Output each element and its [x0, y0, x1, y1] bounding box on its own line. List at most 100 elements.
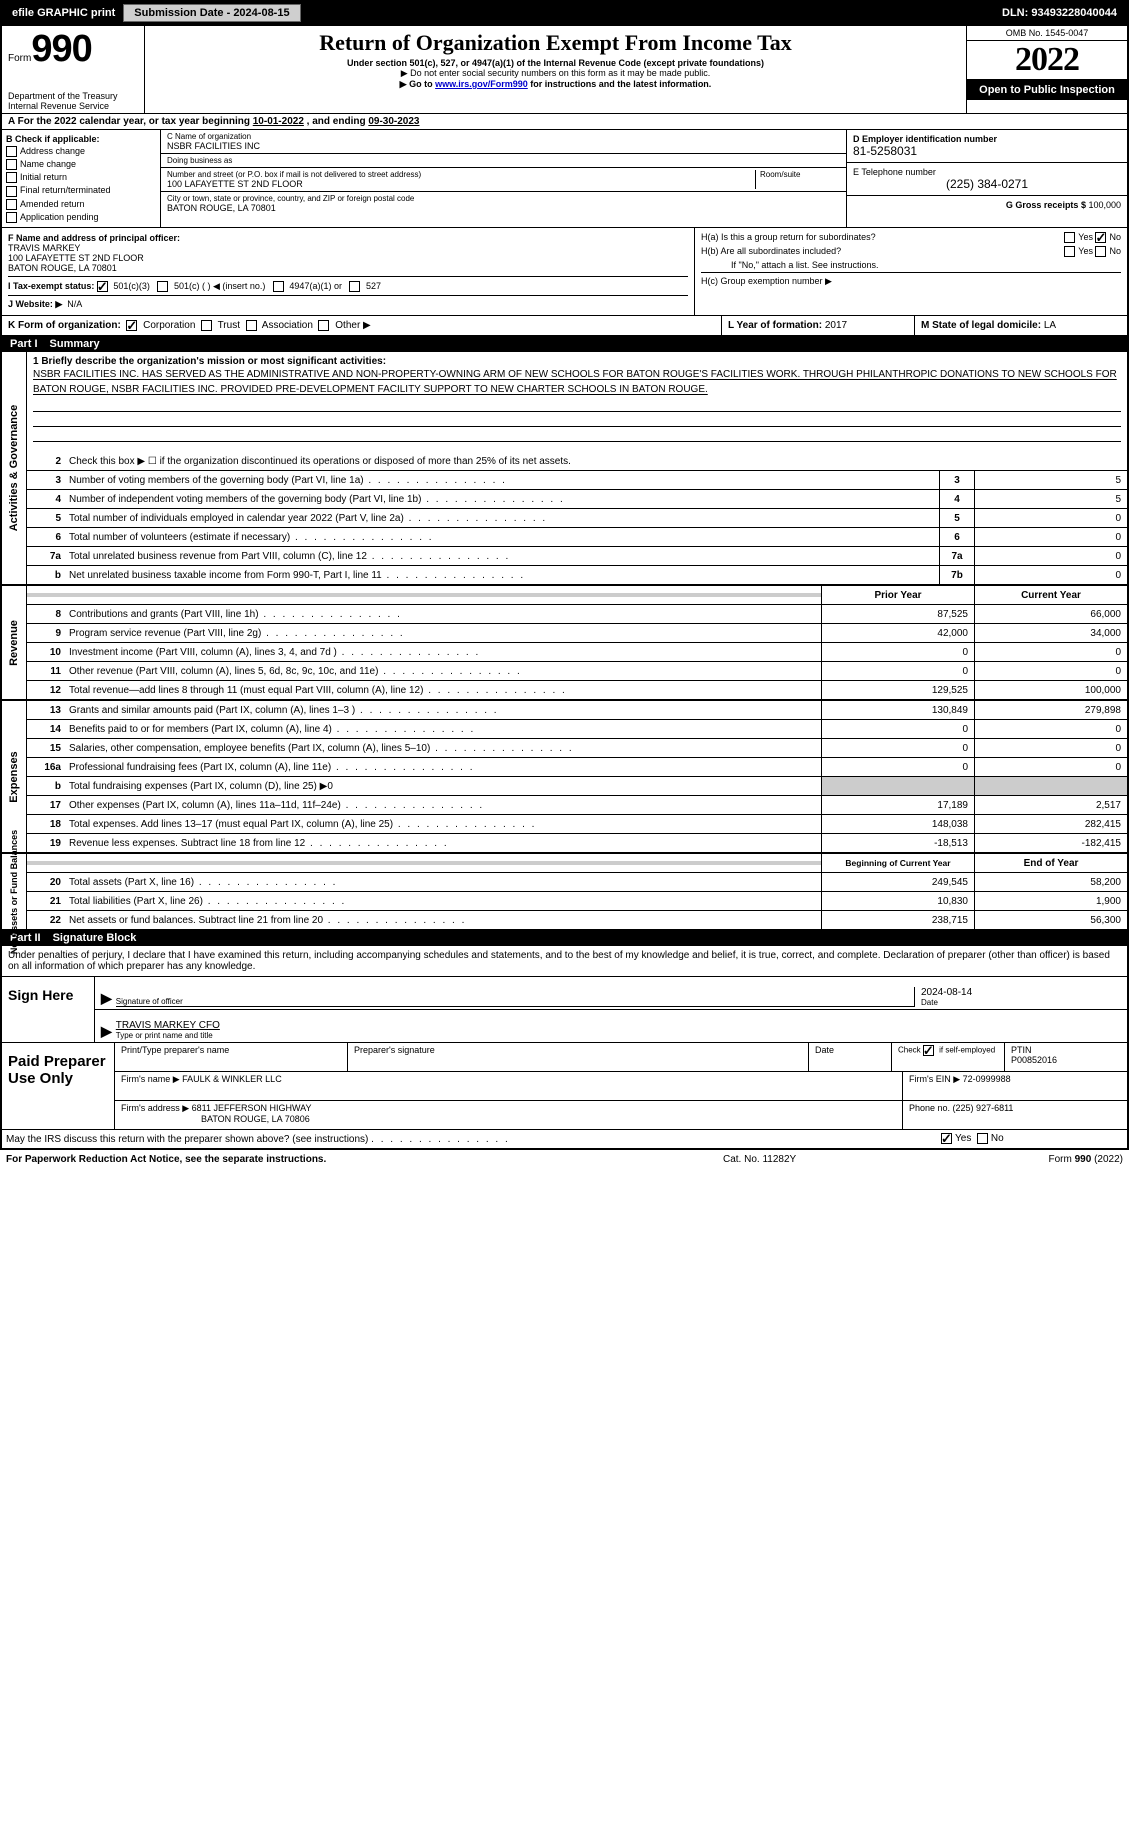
street-row: Number and street (or P.O. box if mail i… [161, 168, 846, 192]
prior-value: 0 [821, 720, 974, 738]
rev-section: Revenue Prior Year Current Year 8 Contri… [2, 584, 1127, 699]
addr-label: Number and street (or P.O. box if mail i… [167, 170, 755, 179]
prior-value: 0 [821, 758, 974, 776]
sub3-pre: ▶ Go to [400, 79, 435, 89]
part1-title: Summary [50, 338, 100, 350]
checkbox-icon[interactable] [6, 146, 17, 157]
line-num: 16a [27, 760, 65, 775]
current-value: 100,000 [974, 681, 1127, 699]
check-name: Name change [6, 159, 156, 170]
ptin-cell: PTIN P00852016 [1005, 1043, 1127, 1071]
checkbox-icon[interactable] [1064, 232, 1075, 243]
blank-line [33, 427, 1121, 442]
line-desc: Revenue less expenses. Subtract line 18 … [65, 836, 821, 851]
efile-label: efile GRAPHIC print [6, 5, 121, 21]
instructions-link[interactable]: www.irs.gov/Form990 [435, 79, 528, 89]
shaded-cell [27, 593, 65, 597]
line-desc: Investment income (Part VIII, column (A)… [65, 645, 821, 660]
checkbox-icon[interactable] [6, 199, 17, 210]
dept-irs: Internal Revenue Service [8, 101, 138, 111]
officer-label: F Name and address of principal officer: [8, 233, 688, 243]
checkbox-icon[interactable] [349, 281, 360, 292]
checkbox-icon[interactable] [6, 159, 17, 170]
side-gov: Activities & Governance [2, 352, 27, 584]
checkbox-icon[interactable] [126, 320, 137, 331]
sig-officer-line: ▶ Signature of officer 2024-08-14 Date [95, 977, 1127, 1010]
hb-label: H(b) Are all subordinates included? [701, 246, 841, 256]
exp-lines: 13 Grants and similar amounts paid (Part… [27, 701, 1127, 852]
table-row: 22 Net assets or fund balances. Subtract… [27, 911, 1127, 929]
table-row: 17 Other expenses (Part IX, column (A), … [27, 796, 1127, 815]
checkbox-icon[interactable] [157, 281, 168, 292]
prior-value: 0 [821, 739, 974, 757]
cell-ref: 7a [939, 547, 974, 565]
end-year-header: End of Year [974, 854, 1127, 872]
line-desc: Other revenue (Part VIII, column (A), li… [65, 664, 821, 679]
rev-lines: Prior Year Current Year 8 Contributions … [27, 586, 1127, 699]
form-org-label: K Form of organization: [8, 320, 121, 331]
form-org-row: K Form of organization: Corporation Trus… [2, 316, 1127, 336]
current-value: 0 [974, 643, 1127, 661]
street-address: 100 LAFAYETTE ST 2ND FLOOR [167, 179, 755, 189]
line-num: 12 [27, 683, 65, 698]
checkbox-icon[interactable] [977, 1133, 988, 1144]
table-row: 16a Professional fundraising fees (Part … [27, 758, 1127, 777]
firm-phone: (225) 927-6811 [953, 1103, 1014, 1113]
year-formation: L Year of formation: 2017 [721, 316, 914, 335]
officer-name: TRAVIS MARKEY [8, 243, 688, 253]
checkbox-icon[interactable] [1064, 246, 1075, 257]
line-num: 18 [27, 817, 65, 832]
checkbox-icon[interactable] [923, 1045, 934, 1056]
ptin-value: P00852016 [1011, 1055, 1121, 1065]
line-num: 14 [27, 722, 65, 737]
checkbox-icon[interactable] [6, 212, 17, 223]
prior-year-header: Prior Year [821, 586, 974, 604]
phone-label: E Telephone number [853, 167, 1121, 177]
current-value: 2,517 [974, 796, 1127, 814]
blank-line [33, 397, 1121, 412]
line-num: 11 [27, 664, 65, 679]
current-value: 56,300 [974, 911, 1127, 929]
current-value: 0 [974, 739, 1127, 757]
col-header-row: Beginning of Current Year End of Year [27, 854, 1127, 873]
check-address: Address change [6, 146, 156, 157]
submission-date-button[interactable]: Submission Date - 2024-08-15 [123, 4, 300, 22]
line-num: 8 [27, 607, 65, 622]
gov-section: Activities & Governance 1 Briefly descri… [2, 352, 1127, 584]
checkbox-icon[interactable] [201, 320, 212, 331]
tax-exempt-row: I Tax-exempt status: 501(c)(3) 501(c) ( … [8, 276, 688, 296]
prep-name-label: Print/Type preparer's name [115, 1043, 348, 1071]
line-desc: Total fundraising expenses (Part IX, col… [65, 779, 821, 794]
checkbox-icon[interactable] [246, 320, 257, 331]
table-row: 6 Total number of volunteers (estimate i… [27, 528, 1127, 547]
line-num: 3 [27, 473, 65, 488]
table-row: 15 Salaries, other compensation, employe… [27, 739, 1127, 758]
checkbox-icon[interactable] [97, 281, 108, 292]
checkbox-icon[interactable] [273, 281, 284, 292]
officer-addr2: BATON ROUGE, LA 70801 [8, 263, 688, 273]
prior-value: 0 [821, 662, 974, 680]
checkbox-icon[interactable] [318, 320, 329, 331]
org-name: NSBR FACILITIES INC [167, 141, 840, 151]
firm-addr-cell: Firm's address ▶ 6811 JEFFERSON HIGHWAY … [115, 1101, 903, 1129]
line-num: 10 [27, 645, 65, 660]
table-row: 20 Total assets (Part X, line 16) 249,54… [27, 873, 1127, 892]
col-b: B Check if applicable: Address change Na… [2, 130, 161, 227]
dln-label: DLN: 93493228040044 [996, 5, 1123, 21]
checkbox-icon[interactable] [1095, 232, 1106, 243]
prior-value: 0 [821, 643, 974, 661]
part1-header: Part I Summary [2, 336, 1127, 352]
line-num: b [27, 779, 65, 794]
checkbox-icon[interactable] [6, 186, 17, 197]
trust-label: Trust [218, 320, 240, 331]
sig-officer-label: Signature of officer [116, 997, 914, 1006]
checkbox-icon[interactable] [6, 172, 17, 183]
line-num: 13 [27, 703, 65, 718]
checkbox-icon[interactable] [1095, 246, 1106, 257]
table-row: b Total fundraising expenses (Part IX, c… [27, 777, 1127, 796]
footer-form: Form 990 (2022) [923, 1154, 1123, 1165]
current-value: -182,415 [974, 834, 1127, 852]
firm-phone-label: Phone no. [909, 1103, 953, 1113]
checkbox-icon[interactable] [941, 1133, 952, 1144]
sub3-post: for instructions and the latest informat… [528, 79, 712, 89]
